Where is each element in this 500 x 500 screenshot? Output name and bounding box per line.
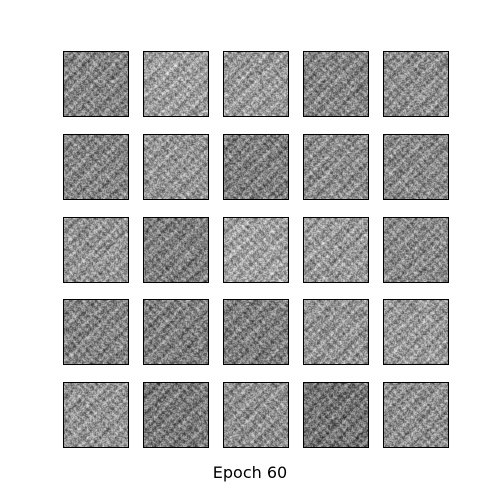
generated-sample-image (224, 218, 288, 282)
generated-sample-image (64, 135, 128, 199)
generated-sample-tile (303, 217, 369, 283)
generated-sample-image (384, 135, 448, 199)
generated-sample-image (384, 218, 448, 282)
generated-sample-image (144, 135, 208, 199)
generated-sample-image (304, 135, 368, 199)
generated-sample-tile (143, 299, 209, 365)
generated-sample-tile (223, 382, 289, 448)
generated-sample-tile (63, 51, 129, 117)
generated-sample-tile (303, 51, 369, 117)
generated-sample-image (304, 383, 368, 447)
generated-sample-tile (63, 134, 129, 200)
generated-sample-image (384, 300, 448, 364)
generated-sample-tile (63, 217, 129, 283)
epoch-caption: Epoch 60 (212, 463, 288, 482)
generated-sample-image (384, 52, 448, 116)
generated-sample-image (224, 383, 288, 447)
generated-sample-image (144, 52, 208, 116)
generated-sample-image (64, 383, 128, 447)
generated-sample-tile (383, 217, 449, 283)
generated-sample-tile (383, 134, 449, 200)
generated-sample-tile (303, 299, 369, 365)
generated-sample-tile (143, 217, 209, 283)
generated-sample-tile (383, 382, 449, 448)
generated-sample-tile (223, 134, 289, 200)
generated-sample-image (224, 300, 288, 364)
generated-sample-tile (383, 299, 449, 365)
generated-sample-image (304, 300, 368, 364)
generated-sample-image (64, 218, 128, 282)
generated-sample-tile (303, 134, 369, 200)
generated-sample-image (384, 383, 448, 447)
generated-sample-image (304, 218, 368, 282)
generated-sample-tile (223, 217, 289, 283)
generated-sample-image (144, 383, 208, 447)
generated-sample-image (144, 300, 208, 364)
generated-sample-image (224, 135, 288, 199)
generated-sample-tile (143, 134, 209, 200)
generated-sample-image (144, 218, 208, 282)
generated-sample-image (64, 52, 128, 116)
generated-sample-tile (143, 51, 209, 117)
generated-sample-tile (223, 51, 289, 117)
generated-sample-image (304, 52, 368, 116)
generated-sample-tile (63, 382, 129, 448)
generated-sample-tile (303, 382, 369, 448)
generated-sample-tile (383, 51, 449, 117)
generated-sample-tile (63, 299, 129, 365)
generated-sample-image (224, 52, 288, 116)
generated-sample-image (64, 300, 128, 364)
generated-sample-tile (143, 382, 209, 448)
generated-sample-tile (223, 299, 289, 365)
